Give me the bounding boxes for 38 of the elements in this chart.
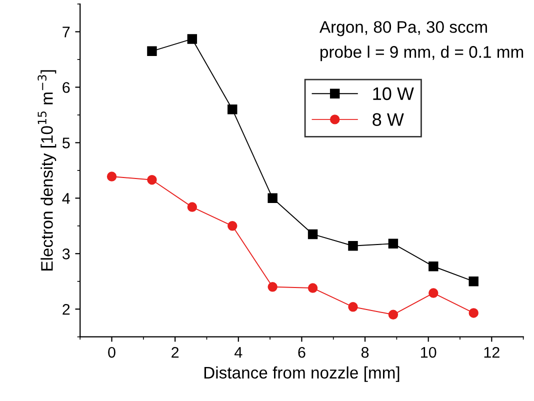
y-tick-label: 5 [62,138,70,148]
point [388,310,398,320]
point [228,221,238,231]
point [308,283,318,293]
point [348,302,358,312]
x-tick-label: 4 [234,347,242,358]
point [428,262,438,272]
x-tick-label: 8 [361,346,369,358]
point [268,282,278,292]
x-tick-label: 6 [298,346,306,358]
point [147,46,157,56]
x-tick-label: 12 [484,346,500,358]
point [147,174,157,185]
x-tick-label: 0 [108,346,116,358]
point [388,238,398,249]
point [187,34,198,44]
legend-label: 8 W [372,113,404,126]
point [308,229,318,240]
y-tick-label: 6 [62,82,70,93]
y-tick-label: 7 [62,26,70,38]
point [187,202,198,212]
point [348,241,358,251]
y-tick-label: 2 [62,304,70,315]
x-tick-label: 2 [172,346,179,358]
point [468,276,478,286]
legend-label: 10 W [373,87,414,100]
x-tick-label: 10 [421,346,436,358]
y-axis-title: Electron density [10$^{15}$ m$^{−3}$] [38,70,56,270]
point [428,288,438,298]
annotation: probe l = 9 mm, d = 0.1 mm [320,46,524,62]
y-tick-label: 3 [62,248,70,260]
point [228,104,238,114]
y-tick-label: 4 [62,193,70,204]
x-axis-title: Distance from nozzle [mm] [204,366,400,382]
point [468,308,478,318]
point [268,193,278,204]
annotation: Argon, 80 Pa, 30 sccm [319,21,487,36]
point [106,172,117,182]
